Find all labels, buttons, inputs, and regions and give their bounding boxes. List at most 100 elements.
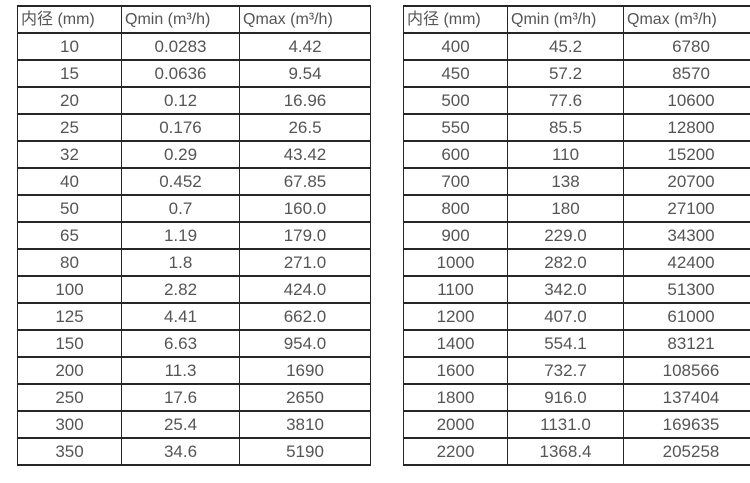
cell: 10600 <box>623 86 750 115</box>
cell: 1690 <box>239 356 371 385</box>
cell: 4.42 <box>239 32 371 61</box>
cell: 61000 <box>623 302 750 331</box>
cell: 50 <box>17 194 122 223</box>
cell: 2.82 <box>121 275 240 304</box>
table-row: 700 138 20700 <box>403 167 750 196</box>
cell: 80 <box>17 248 122 277</box>
table-row: 150 6.63 954.0 <box>17 329 371 358</box>
cell: 137404 <box>623 383 750 412</box>
cell: 40 <box>17 167 122 196</box>
table-row: 25 0.176 26.5 <box>17 113 371 142</box>
cell: 15 <box>17 59 122 88</box>
cell: 20 <box>17 86 122 115</box>
cell: 342.0 <box>507 275 624 304</box>
cell: 17.6 <box>121 383 240 412</box>
column-header: Qmin (m³/h) <box>507 5 624 34</box>
cell: 205258 <box>623 437 750 466</box>
table-row: 300 25.4 3810 <box>17 410 371 439</box>
cell: 43.42 <box>239 140 371 169</box>
header-row: 内径 (mm) Qmin (m³/h) Qmax (m³/h) <box>403 5 750 34</box>
cell: 550 <box>403 113 508 142</box>
cell: 450 <box>403 59 508 88</box>
cell: 0.12 <box>121 86 240 115</box>
cell: 42400 <box>623 248 750 277</box>
cell: 300 <box>17 410 122 439</box>
cell: 0.0283 <box>121 32 240 61</box>
cell: 400 <box>403 32 508 61</box>
cell: 65 <box>17 221 122 250</box>
cell: 0.452 <box>121 167 240 196</box>
cell: 6780 <box>623 32 750 61</box>
cell: 57.2 <box>507 59 624 88</box>
cell: 0.7 <box>121 194 240 223</box>
cell: 108566 <box>623 356 750 385</box>
table-row: 600 110 15200 <box>403 140 750 169</box>
cell: 4.41 <box>121 302 240 331</box>
cell: 25.4 <box>121 410 240 439</box>
cell: 3810 <box>239 410 371 439</box>
cell: 77.6 <box>507 86 624 115</box>
table-row: 1800 916.0 137404 <box>403 383 750 412</box>
cell: 27100 <box>623 194 750 223</box>
cell: 916.0 <box>507 383 624 412</box>
cell: 100 <box>17 275 122 304</box>
cell: 1.19 <box>121 221 240 250</box>
cell: 1100 <box>403 275 508 304</box>
column-header: Qmax (m³/h) <box>239 5 371 34</box>
cell: 1200 <box>403 302 508 331</box>
table-row: 400 45.2 6780 <box>403 32 750 61</box>
header-row: 内径 (mm) Qmin (m³/h) Qmax (m³/h) <box>17 5 371 34</box>
column-header: 内径 (mm) <box>403 5 508 34</box>
table-row: 15 0.0636 9.54 <box>17 59 371 88</box>
cell: 732.7 <box>507 356 624 385</box>
cell: 0.176 <box>121 113 240 142</box>
column-header: Qmax (m³/h) <box>623 5 750 34</box>
flow-table-large-diameters: 内径 (mm) Qmin (m³/h) Qmax (m³/h) 400 45.2 6780… <box>403 5 750 466</box>
table-row: 1100 342.0 51300 <box>403 275 750 304</box>
cell: 11.3 <box>121 356 240 385</box>
cell: 1000 <box>403 248 508 277</box>
cell: 180 <box>507 194 624 223</box>
table-row: 500 77.6 10600 <box>403 86 750 115</box>
cell: 179.0 <box>239 221 371 250</box>
cell: 200 <box>17 356 122 385</box>
cell: 554.1 <box>507 329 624 358</box>
table-row: 40 0.452 67.85 <box>17 167 371 196</box>
table-row: 350 34.6 5190 <box>17 437 371 466</box>
cell: 900 <box>403 221 508 250</box>
table-row: 800 180 27100 <box>403 194 750 223</box>
cell: 500 <box>403 86 508 115</box>
cell: 45.2 <box>507 32 624 61</box>
cell: 5190 <box>239 437 371 466</box>
cell: 600 <box>403 140 508 169</box>
table-row: 20 0.12 16.96 <box>17 86 371 115</box>
table-row: 80 1.8 271.0 <box>17 248 371 277</box>
cell: 169635 <box>623 410 750 439</box>
cell: 110 <box>507 140 624 169</box>
table-row: 900 229.0 34300 <box>403 221 750 250</box>
cell: 1368.4 <box>507 437 624 466</box>
table-row: 10 0.0283 4.42 <box>17 32 371 61</box>
cell: 1131.0 <box>507 410 624 439</box>
cell: 1.8 <box>121 248 240 277</box>
table-row: 2000 1131.0 169635 <box>403 410 750 439</box>
cell: 2650 <box>239 383 371 412</box>
cell: 250 <box>17 383 122 412</box>
table-row: 50 0.7 160.0 <box>17 194 371 223</box>
table-row: 100 2.82 424.0 <box>17 275 371 304</box>
cell: 67.85 <box>239 167 371 196</box>
cell: 25 <box>17 113 122 142</box>
cell: 229.0 <box>507 221 624 250</box>
cell: 0.29 <box>121 140 240 169</box>
cell: 424.0 <box>239 275 371 304</box>
table-row: 2200 1368.4 205258 <box>403 437 750 466</box>
cell: 12800 <box>623 113 750 142</box>
cell: 662.0 <box>239 302 371 331</box>
column-header: Qmin (m³/h) <box>121 5 240 34</box>
table-row: 1200 407.0 61000 <box>403 302 750 331</box>
cell: 138 <box>507 167 624 196</box>
table-row: 125 4.41 662.0 <box>17 302 371 331</box>
table-row: 1000 282.0 42400 <box>403 248 750 277</box>
cell: 282.0 <box>507 248 624 277</box>
table-row: 65 1.19 179.0 <box>17 221 371 250</box>
